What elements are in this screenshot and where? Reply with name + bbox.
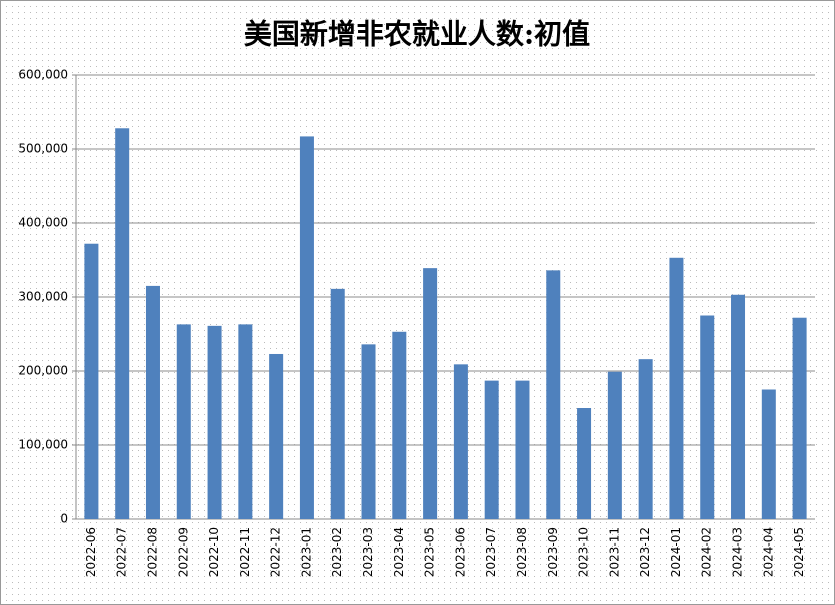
y-tick-label: 300,000 (18, 290, 68, 304)
bar (423, 268, 438, 519)
bar (453, 364, 468, 519)
x-tick-label: 2023-03 (361, 527, 375, 577)
x-tick-label: 2024-03 (731, 527, 745, 577)
x-tick-label: 2024-01 (669, 527, 683, 577)
bar (515, 380, 530, 519)
chart-title: 美国新增非农就业人数:初值 (244, 18, 590, 51)
bar (392, 331, 407, 519)
y-tick-label: 0 (60, 512, 68, 526)
bar (731, 294, 746, 519)
y-tick-label: 100,000 (18, 438, 68, 452)
bar (577, 408, 592, 519)
y-tick-label: 400,000 (18, 216, 68, 230)
x-tick-label: 2023-02 (330, 527, 344, 577)
x-tick-label: 2022-07 (115, 527, 129, 577)
x-tick-label: 2022-06 (84, 527, 98, 577)
x-tick-label: 2022-08 (145, 527, 159, 577)
x-tick-label: 2023-06 (453, 527, 467, 577)
x-tick-label: 2023-10 (577, 527, 591, 577)
bar (115, 128, 130, 519)
bar (361, 344, 376, 519)
x-tick-label: 2023-09 (546, 527, 560, 577)
bar (792, 317, 807, 519)
x-tick-label: 2022-11 (238, 527, 252, 577)
bar (546, 270, 561, 519)
bar (607, 371, 622, 519)
bar (84, 243, 99, 519)
bar (145, 285, 160, 519)
bar (638, 359, 653, 519)
y-tick-label: 500,000 (18, 142, 68, 156)
bar (484, 380, 499, 519)
x-tick-label: 2024-05 (792, 527, 806, 577)
y-tick-label: 600,000 (18, 68, 68, 82)
x-tick-label: 2023-11 (607, 527, 621, 577)
bar (176, 324, 191, 519)
x-tick-label: 2024-04 (761, 527, 775, 577)
x-tick-label: 2023-04 (392, 527, 406, 577)
y-tick-label: 200,000 (18, 364, 68, 378)
x-tick-label: 2024-02 (700, 527, 714, 577)
bar (700, 315, 715, 519)
x-tick-label: 2022-09 (176, 527, 190, 577)
x-tick-label: 2023-12 (638, 527, 652, 577)
x-tick-label: 2022-10 (207, 527, 221, 577)
x-tick-label: 2023-07 (484, 527, 498, 577)
x-tick-label: 2022-12 (269, 527, 283, 577)
x-tick-label: 2023-01 (299, 527, 313, 577)
x-tick-label: 2023-08 (515, 527, 529, 577)
bar (269, 353, 284, 519)
bar (238, 324, 253, 519)
bar (299, 136, 314, 520)
bar (669, 257, 684, 519)
bar (207, 325, 222, 519)
bar (761, 389, 776, 519)
x-tick-label: 2023-05 (423, 527, 437, 577)
bar (330, 288, 345, 519)
